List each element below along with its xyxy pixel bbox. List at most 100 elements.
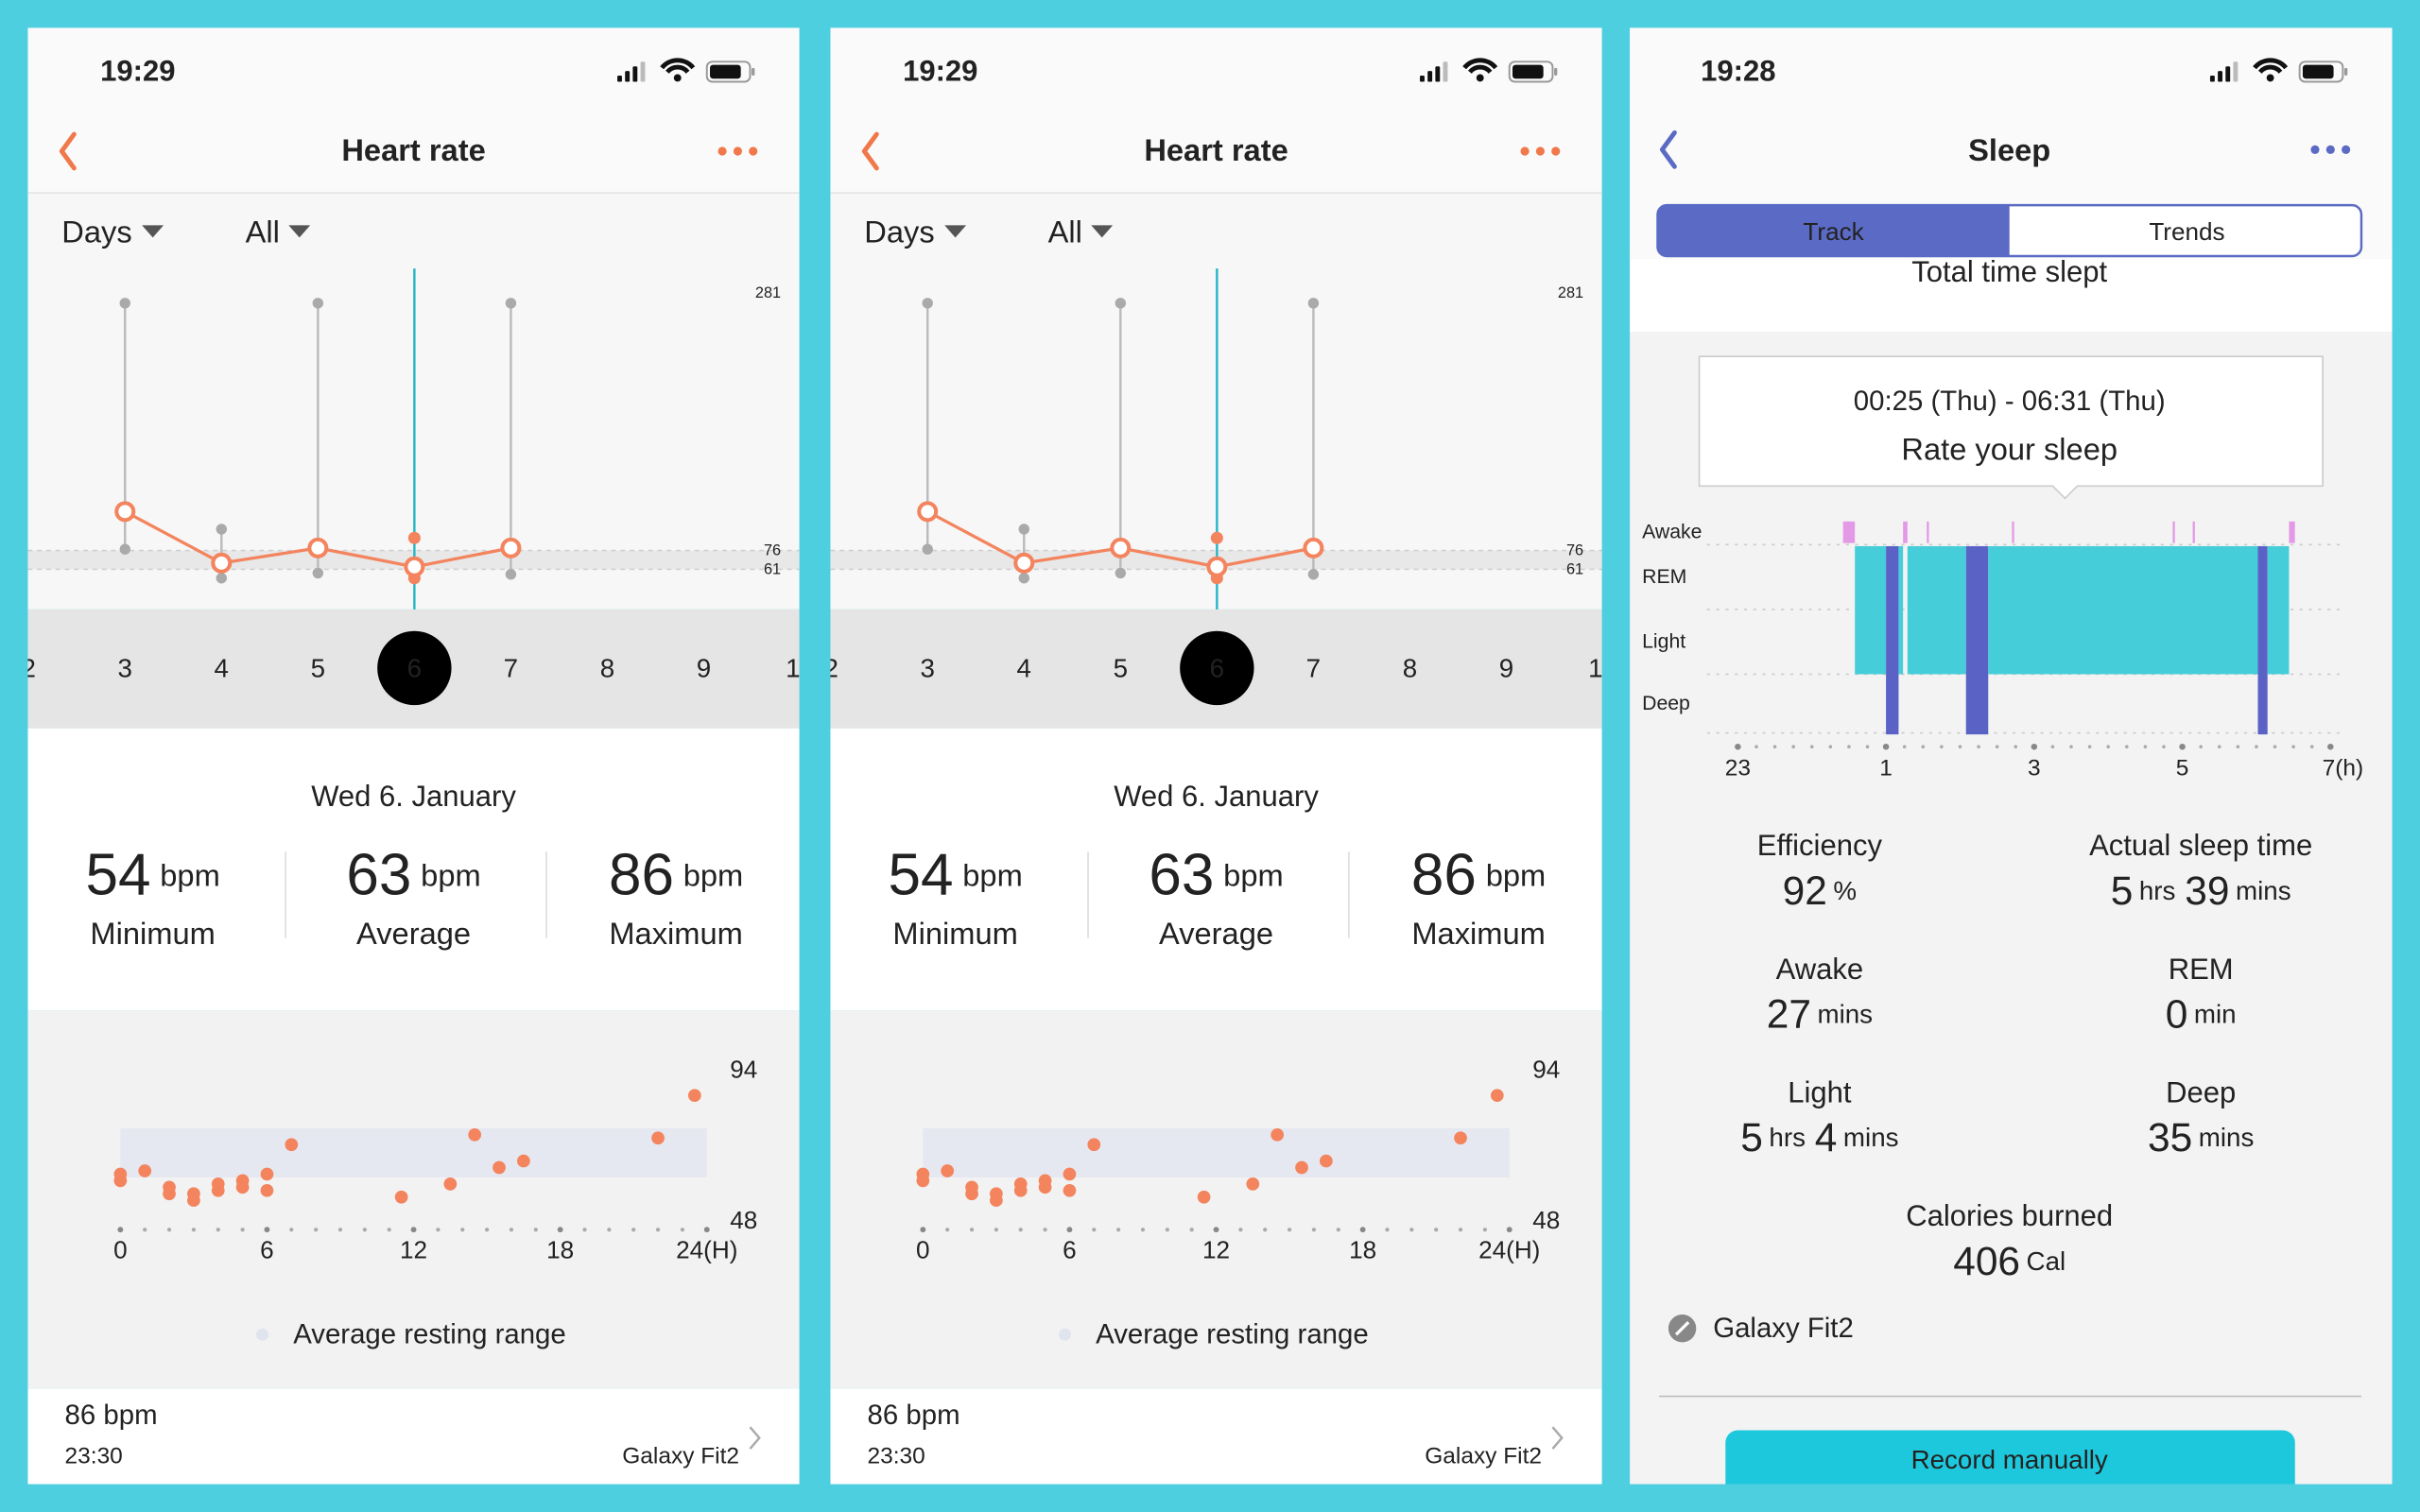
battery-nub	[752, 67, 755, 76]
axis-dot	[655, 1228, 661, 1232]
x-tick	[557, 1227, 563, 1233]
day-label[interactable]: 8	[600, 653, 614, 682]
heart-rate-point	[1013, 1183, 1028, 1197]
record-button[interactable]	[1725, 1430, 2295, 1507]
max-dot	[922, 298, 933, 309]
wifi-arc	[1462, 58, 1498, 70]
row-chevron[interactable]	[749, 1426, 761, 1450]
tab-label[interactable]: Trends	[2149, 217, 2224, 246]
type-filter[interactable]: All	[1048, 214, 1082, 249]
more-menu-dot[interactable]	[2310, 145, 2320, 154]
axis-dot	[1336, 1228, 1340, 1232]
selected-day-circle[interactable]	[1180, 630, 1254, 706]
more-menu-dot[interactable]	[1551, 146, 1561, 156]
axis-dot	[1189, 1228, 1194, 1232]
stat-label: Efficiency	[1757, 829, 1883, 862]
sleep-segment	[2267, 545, 2290, 675]
y-tick-label: 76	[1566, 542, 1583, 559]
stat-value: 5 hrs 4 mins	[1740, 1115, 1898, 1160]
day-label[interactable]: 2	[823, 653, 838, 682]
day-label[interactable]: 2	[21, 653, 36, 682]
axis-dot	[1385, 1228, 1390, 1232]
resting-band	[923, 1127, 1510, 1177]
more-menu-dot[interactable]	[1535, 146, 1545, 156]
back-button[interactable]	[1659, 129, 1677, 169]
back-button[interactable]	[59, 131, 77, 171]
day-label[interactable]: 7	[504, 653, 518, 682]
sleep-segment	[1855, 545, 1887, 675]
latest-device: Galaxy Fit2	[622, 1444, 739, 1469]
heart-rate-point	[517, 1154, 530, 1168]
day-label[interactable]: 4	[1017, 653, 1031, 682]
min-dot	[216, 573, 227, 584]
more-menu-dot[interactable]	[1520, 146, 1530, 156]
summary-bg	[830, 728, 1602, 1011]
day-label[interactable]: 3	[118, 653, 132, 682]
x-tick	[1882, 743, 1890, 750]
day-label[interactable]: 5	[1114, 653, 1128, 682]
stat-label: Maximum	[609, 916, 742, 951]
day-label[interactable]: 10	[786, 653, 815, 682]
stat-number: 5	[2111, 868, 2134, 913]
sleep-segment	[1907, 545, 1966, 675]
tab-label[interactable]: Track	[1803, 217, 1864, 246]
max-dot	[407, 531, 421, 544]
axis-dot	[1482, 1228, 1488, 1232]
stat-value: 86 bpm	[1411, 842, 1546, 907]
tooltip-action[interactable]: Rate your sleep	[1901, 432, 2118, 467]
signal-bar	[1420, 76, 1425, 82]
screen-title: Heart rate	[341, 132, 485, 167]
sleep-segment	[2192, 521, 2195, 543]
axis-dot	[2014, 745, 2018, 748]
axis-dot	[1238, 1228, 1243, 1232]
day-label[interactable]: 10	[1588, 653, 1617, 682]
selected-day-circle[interactable]	[377, 630, 452, 706]
x-tick	[117, 1227, 124, 1233]
axis-dot	[1940, 745, 1944, 748]
back-button[interactable]	[861, 131, 879, 171]
status-time: 19:28	[1701, 55, 1775, 88]
record-button-label[interactable]: Record manually	[1911, 1445, 2108, 1474]
day-label[interactable]: 9	[697, 653, 711, 682]
more-menu-dot[interactable]	[749, 146, 758, 156]
heart-rate-point	[1038, 1180, 1052, 1194]
more-menu-dot[interactable]	[2325, 145, 2335, 154]
stat-label: Calories burned	[1906, 1199, 2113, 1232]
day-label[interactable]: 5	[311, 653, 325, 682]
period-filter[interactable]: Days	[864, 214, 934, 249]
day-label[interactable]: 8	[1403, 653, 1417, 682]
stat-unit: min	[2194, 999, 2237, 1028]
day-label[interactable]: 9	[1499, 653, 1513, 682]
latest-number: 86	[868, 1400, 899, 1431]
x-tick-label: 6	[1063, 1235, 1077, 1263]
summary-date: Wed 6. January	[1114, 780, 1319, 813]
day-label[interactable]: 3	[921, 653, 935, 682]
axis-dot	[2162, 745, 2166, 748]
stat-label: Actual sleep time	[2089, 829, 2312, 862]
stat-number: 35	[2148, 1115, 2192, 1160]
more-menu-dot[interactable]	[717, 146, 727, 156]
average-dot	[211, 552, 233, 574]
more-menu-dot[interactable]	[2342, 145, 2351, 154]
row-chevron[interactable]	[1551, 1426, 1564, 1450]
stat-unit: mins	[2236, 876, 2291, 905]
latest-device: Galaxy Fit2	[1425, 1444, 1542, 1469]
axis-dot	[1140, 1228, 1146, 1232]
x-tick-label: 0	[113, 1235, 128, 1263]
min-dot	[505, 569, 517, 580]
stat-value: 0 min	[2166, 991, 2237, 1036]
heart-rate-point	[260, 1167, 274, 1181]
battery-outline	[1508, 60, 1554, 83]
heart-rate-point	[394, 1190, 408, 1204]
tab-active[interactable]	[1657, 205, 2010, 257]
x-tick-label: 23	[1725, 756, 1751, 782]
axis-dot	[1828, 745, 1833, 748]
more-menu-dot[interactable]	[733, 146, 742, 156]
day-label[interactable]: 4	[215, 653, 229, 682]
period-filter[interactable]: Days	[61, 214, 131, 249]
axis-dot	[289, 1228, 294, 1232]
axis-dot	[240, 1228, 245, 1232]
type-filter[interactable]: All	[246, 214, 280, 249]
day-label[interactable]: 7	[1306, 653, 1321, 682]
